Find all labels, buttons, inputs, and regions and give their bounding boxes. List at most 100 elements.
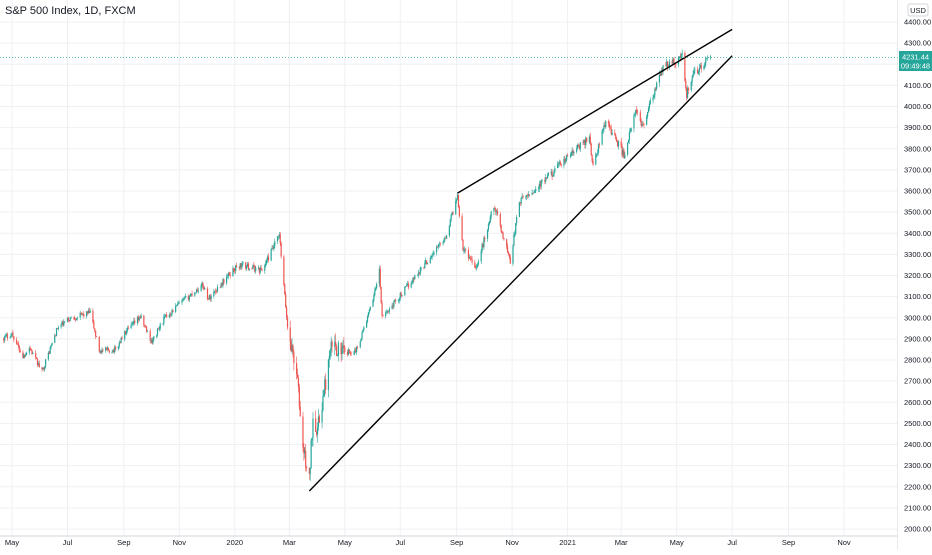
candle-body <box>515 223 517 234</box>
candle-body <box>196 289 199 292</box>
candle-body <box>105 347 108 350</box>
candle-body <box>461 216 463 241</box>
candle-body <box>450 214 452 220</box>
candle-body <box>464 249 466 251</box>
y-tick-label: 2400.00 <box>904 440 931 449</box>
candle-body <box>255 267 257 272</box>
candle-body <box>367 312 370 317</box>
candle-body <box>131 324 133 325</box>
candle-body <box>386 310 389 313</box>
candle-body <box>444 238 446 241</box>
candle-body <box>573 151 575 154</box>
chart-title: S&P 500 Index, 1D, FXCM <box>5 5 136 17</box>
candle-body <box>106 347 109 350</box>
currency-label-box[interactable]: USD <box>907 3 929 17</box>
candle-body <box>99 351 101 352</box>
upper-trendline <box>457 28 733 194</box>
candle-body <box>359 341 361 348</box>
candle-body <box>265 263 267 266</box>
candle-body <box>500 225 502 232</box>
candle-body <box>660 71 662 76</box>
candle-body <box>274 241 276 247</box>
candle-body <box>654 88 656 96</box>
candle-body <box>257 267 260 269</box>
candle-body <box>168 314 170 318</box>
candle-body <box>470 258 472 260</box>
candle-body <box>496 211 499 215</box>
candle-body <box>452 212 454 215</box>
trendlines[interactable] <box>308 28 733 492</box>
candle-body <box>666 61 669 68</box>
candle-body <box>418 272 420 274</box>
price-axis[interactable]: 4400.004300.004200.004100.004000.003900.… <box>897 0 932 550</box>
candle-body <box>336 355 339 357</box>
time-axis[interactable]: May Jul Sep Nov 2020 Mar May Jul Sep Nov 2021 Mar Ma… <box>0 535 898 547</box>
candle-body <box>140 315 142 318</box>
candles <box>3 49 711 481</box>
y-tick-label: 3300.00 <box>904 250 931 259</box>
candle-body <box>474 262 476 268</box>
candle-body <box>309 467 311 474</box>
candle-body <box>325 379 327 390</box>
candle-body <box>508 253 510 257</box>
candle-body <box>62 321 64 326</box>
x-tick-label: Mar <box>615 538 628 547</box>
candle-body <box>686 87 688 98</box>
candle-body <box>335 341 337 347</box>
candle-body <box>610 128 612 135</box>
candle-body <box>679 56 681 58</box>
candle-body <box>247 263 250 270</box>
candle-body <box>13 336 15 340</box>
candle-body <box>36 358 39 366</box>
candle-body <box>411 282 413 284</box>
candle-body <box>336 346 338 356</box>
lower-trendline <box>308 55 733 492</box>
candle-body <box>261 269 263 271</box>
candle-body <box>115 346 117 349</box>
bar-countdown: 09:49:48 <box>901 62 930 71</box>
candle-body <box>506 239 508 247</box>
candle-body <box>609 127 611 129</box>
candle-body <box>284 284 286 295</box>
candle-body <box>197 290 200 292</box>
candle-body <box>145 326 148 332</box>
candle-body <box>155 335 158 337</box>
candle-body <box>468 257 470 259</box>
candle-body <box>67 317 69 321</box>
candle-body <box>194 292 196 296</box>
candle-body <box>137 316 139 321</box>
candle-body <box>207 298 210 300</box>
candle-body <box>671 61 673 64</box>
candle-body <box>70 317 72 319</box>
candle-body <box>560 164 562 166</box>
candle-body <box>5 335 7 336</box>
currency-label: USD <box>910 6 926 15</box>
candle-body <box>144 325 146 326</box>
candle-body <box>267 256 270 261</box>
candle-body <box>178 302 180 304</box>
candle-body <box>324 379 326 391</box>
candle-body <box>195 289 198 293</box>
candle-body <box>171 309 173 315</box>
candle-body <box>687 88 689 98</box>
candle-body <box>451 212 453 215</box>
candle-body <box>481 244 483 251</box>
candle-body <box>125 331 127 335</box>
candle-body <box>92 310 94 323</box>
candle-body <box>318 416 320 423</box>
candle-body <box>9 337 11 339</box>
candle-body <box>136 316 139 324</box>
candle-body <box>399 292 401 299</box>
candle-body <box>89 310 91 313</box>
candle-body <box>264 265 266 271</box>
candle-body <box>539 183 541 187</box>
candle-body <box>394 300 396 302</box>
candle-body <box>49 347 51 354</box>
candle-body <box>35 353 37 358</box>
candle-body <box>183 298 185 299</box>
candle-body <box>169 314 171 316</box>
candle-body <box>642 124 644 125</box>
candle-body <box>381 303 383 316</box>
